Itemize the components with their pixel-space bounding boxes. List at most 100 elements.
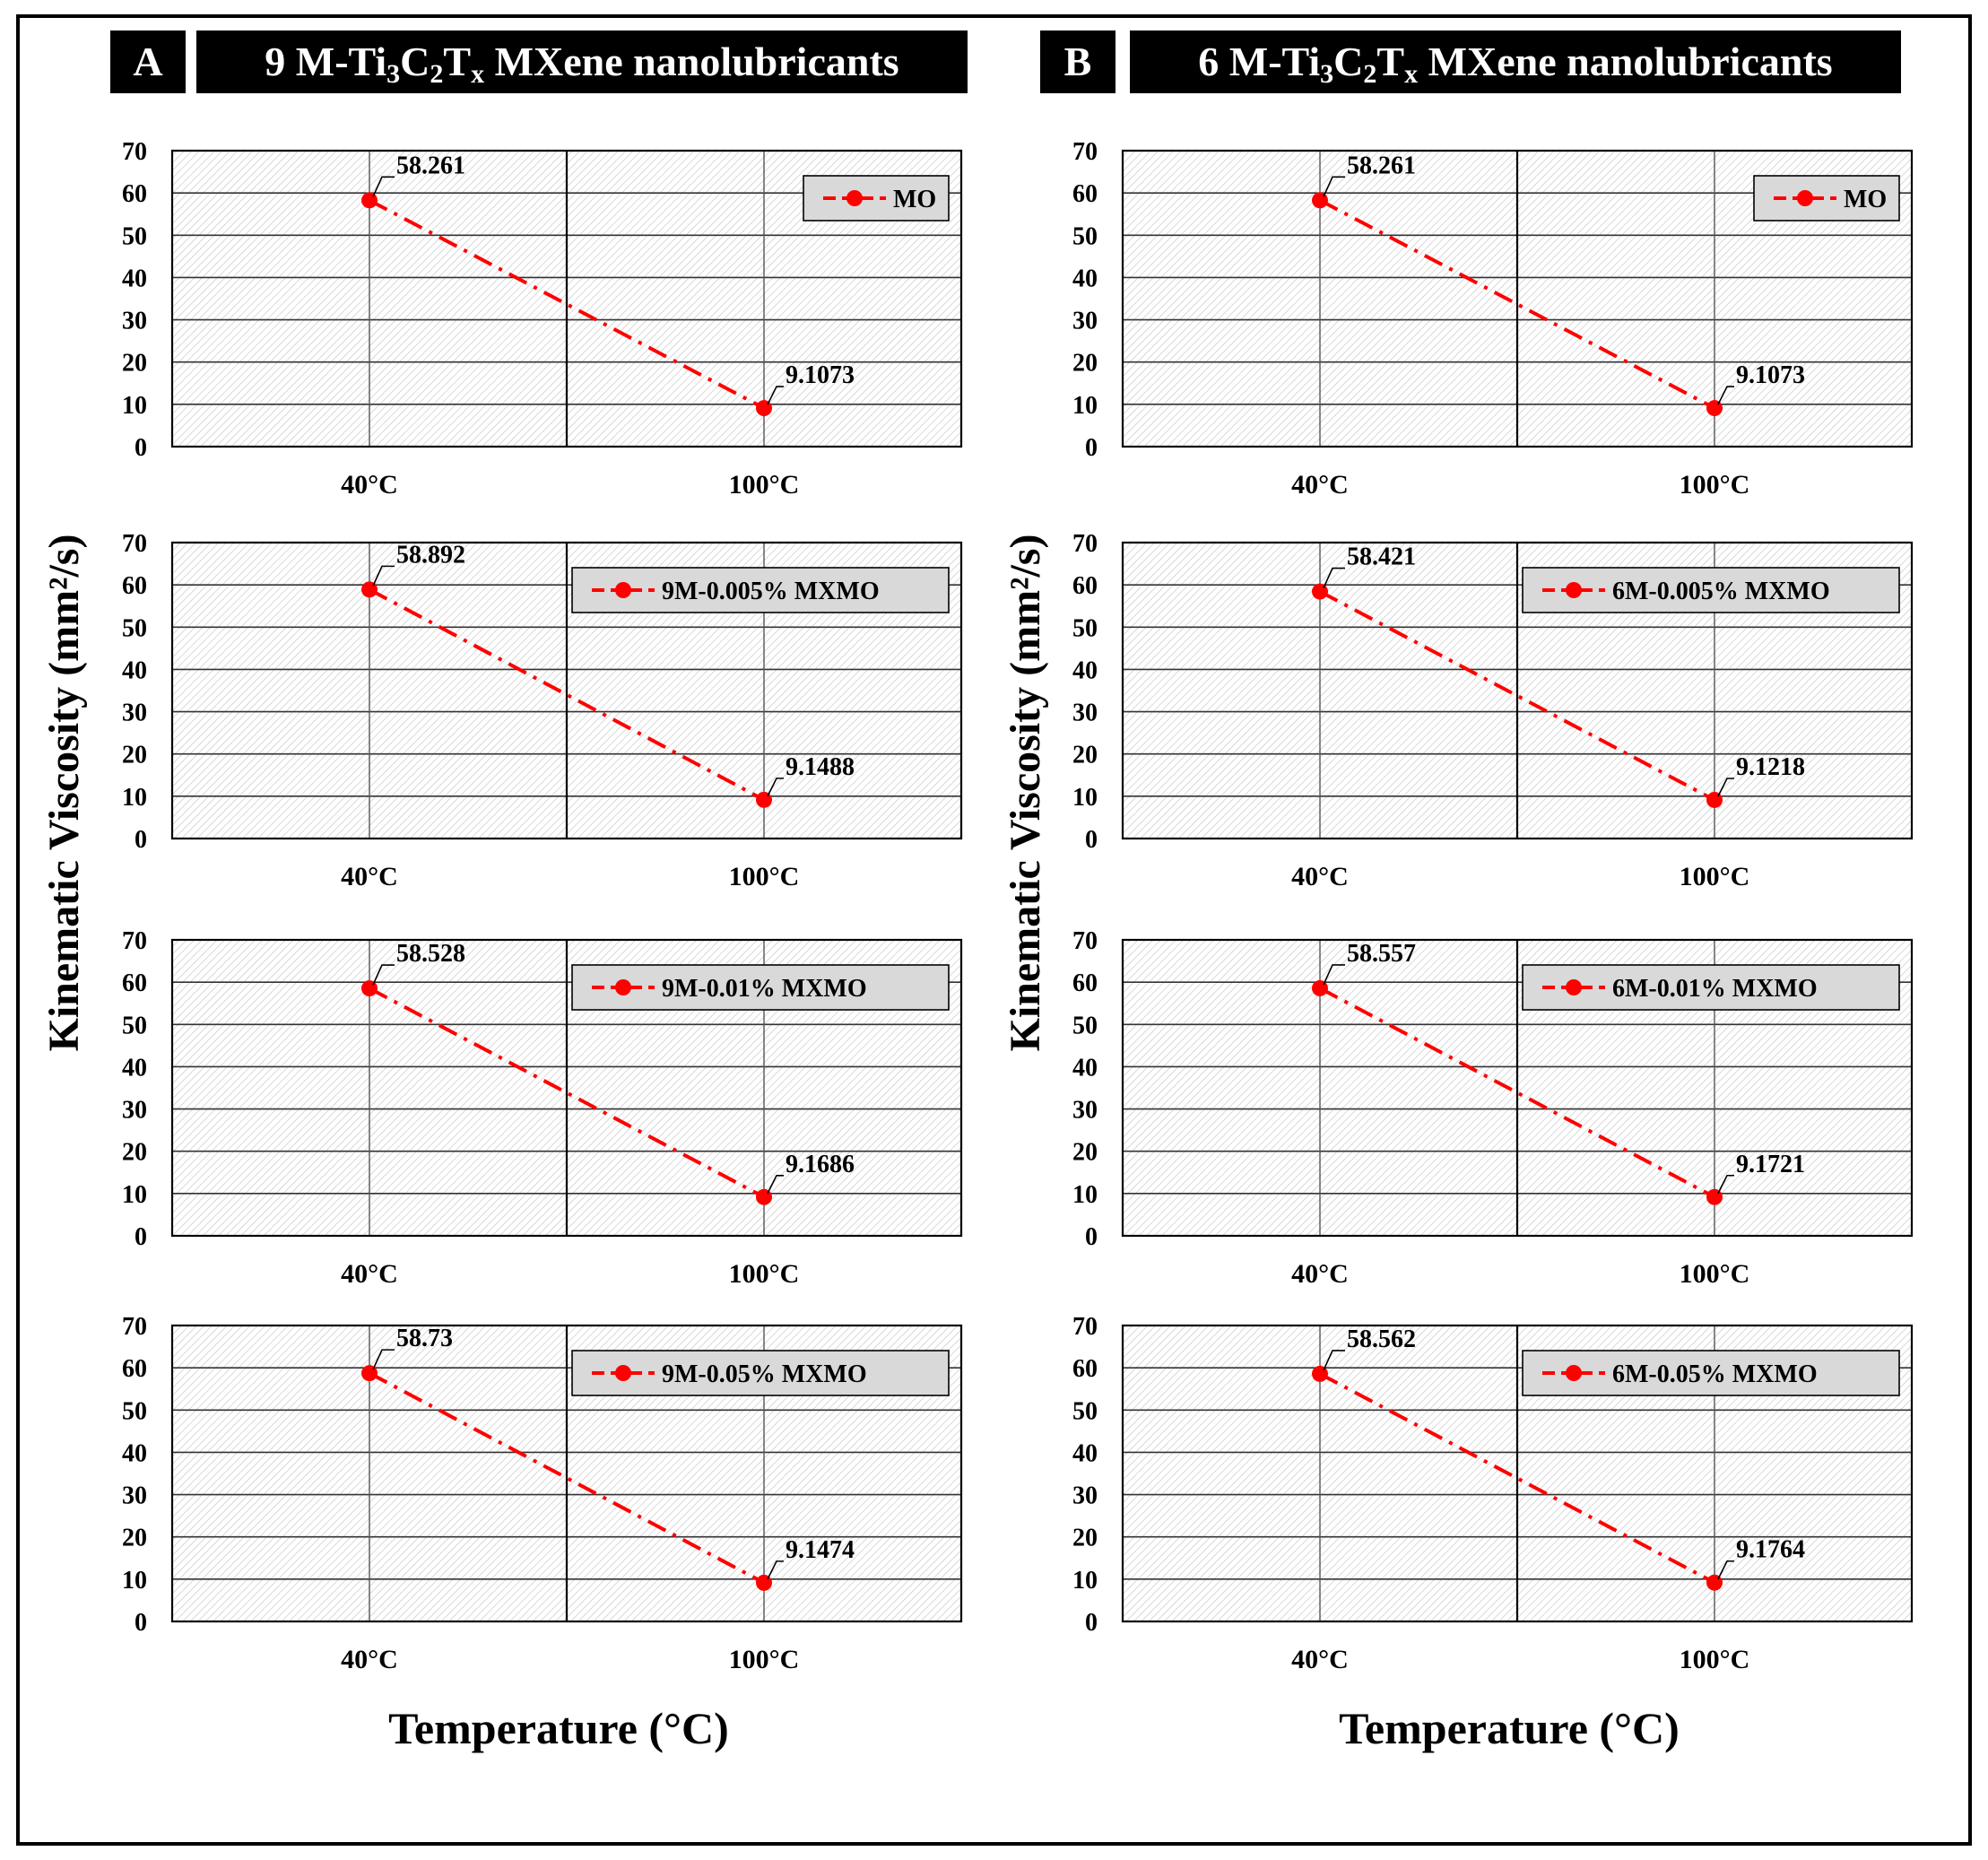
data-label-leader [372, 964, 395, 986]
data-label-leader [1323, 567, 1345, 588]
chart-a-1: 0 10 20 30 40 50 60 70 40°C 100°C 58.261 9.1073 MO [122, 138, 963, 500]
data-label: 58.73 [396, 1325, 453, 1352]
y-tick-label: 70 [1072, 530, 1098, 558]
y-tick-label: 30 [122, 308, 147, 335]
data-label: 9.1721 [1736, 1151, 1805, 1178]
data-label-leader [1323, 964, 1345, 986]
y-tick-label: 50 [1072, 222, 1098, 250]
data-point [1312, 192, 1328, 209]
data-point [1706, 1188, 1723, 1205]
y-tick-label: 10 [1072, 392, 1098, 420]
data-point [361, 980, 378, 997]
y-tick-label: 40 [1072, 1439, 1098, 1467]
panel-a-title: 9 M-Ti3C2Tx MXene nanolubricants [196, 30, 968, 93]
x-tick-label: 100°C [729, 1645, 800, 1674]
plot-border [1121, 149, 1914, 448]
panel-b-letter: B [1040, 30, 1116, 93]
plot-border [170, 541, 963, 840]
panel-b-title-mid1: C [1333, 39, 1364, 84]
data-label-leader [372, 1349, 395, 1370]
data-label: 58.562 [1347, 1325, 1416, 1353]
panel-b-title-prefix: 6 M-Ti [1198, 39, 1321, 84]
data-label-leader [1323, 1350, 1345, 1371]
data-label-leader [767, 778, 784, 797]
data-label-leader [372, 565, 395, 587]
data-label: 9.1686 [786, 1151, 855, 1178]
data-label-leader [1717, 778, 1734, 797]
chart-a-4: 0 10 20 30 40 50 60 70 40°C 100°C 58.73 9.1474 9M-0.… [122, 1313, 963, 1674]
plot-border [170, 938, 963, 1238]
series-line [1319, 198, 1715, 410]
y-tick-label: 30 [122, 700, 147, 727]
data-point [1312, 583, 1328, 600]
y-tick-label: 50 [1072, 1012, 1098, 1039]
data-label-leader [767, 1560, 784, 1580]
data-point [756, 791, 772, 808]
data-label: 58.557 [1347, 940, 1416, 968]
y-tick-label: 30 [1072, 1482, 1098, 1510]
chart-b-3: 0 10 20 30 40 50 60 70 40°C 100°C 58.557 9.1721 6M-0… [1072, 927, 1914, 1289]
data-point [1706, 791, 1723, 808]
y-tick-label: 40 [1072, 265, 1098, 292]
x-axis-label-a: Temperature (°C) [388, 1703, 729, 1753]
y-tick-label: 0 [135, 826, 147, 854]
y-tick-label: 60 [1072, 969, 1098, 997]
y-tick-label: 40 [1072, 1054, 1098, 1082]
legend-label: 6M-0.05% MXMO [1612, 1360, 1818, 1388]
data-label: 58.421 [1347, 543, 1416, 571]
y-tick-label: 40 [122, 656, 147, 684]
y-tick-label: 50 [122, 614, 147, 642]
legend-label: 9M-0.005% MXMO [662, 578, 880, 605]
x-tick-label: 40°C [1291, 470, 1349, 500]
x-tick-label: 40°C [341, 1259, 398, 1289]
legend-marker [846, 190, 863, 206]
y-tick-label: 0 [1085, 826, 1098, 854]
y-tick-label: 70 [122, 530, 147, 558]
chart-a-2: 0 10 20 30 40 50 60 70 40°C 100°C 58.892 9.1488 9M-0… [122, 530, 963, 891]
chart-b-4: 0 10 20 30 40 50 60 70 40°C 100°C 58.562 9.1764 6M-0… [1072, 1313, 1914, 1674]
y-tick-label: 70 [1072, 1313, 1098, 1341]
data-label-leader [1717, 1560, 1734, 1580]
y-tick-label: 40 [122, 1054, 147, 1082]
y-tick-label: 30 [1072, 700, 1098, 727]
y-tick-label: 20 [122, 742, 147, 769]
data-label-leader [767, 386, 784, 405]
series-line [369, 986, 765, 1199]
y-tick-label: 20 [122, 1525, 147, 1552]
series-line [369, 587, 765, 802]
chart-a-3: 0 10 20 30 40 50 60 70 40°C 100°C 58.528 9.1686 9M-0… [122, 927, 963, 1289]
data-point [361, 581, 378, 598]
legend-marker [615, 1365, 631, 1381]
data-label: 58.528 [396, 940, 465, 968]
y-tick-label: 20 [1072, 1525, 1098, 1552]
data-point [756, 1188, 772, 1205]
y-tick-label: 50 [122, 1397, 147, 1425]
legend-marker [1566, 1365, 1582, 1381]
legend-marker [615, 582, 631, 598]
x-tick-label: 40°C [1291, 862, 1349, 891]
y-tick-label: 60 [1072, 1355, 1098, 1383]
y-tick-label: 30 [122, 1097, 147, 1125]
y-tick-label: 10 [122, 784, 147, 812]
y-tick-label: 60 [122, 572, 147, 600]
y-tick-label: 70 [1072, 927, 1098, 955]
data-label-leader [1717, 386, 1734, 405]
x-tick-label: 40°C [341, 862, 398, 891]
legend-marker [1566, 979, 1582, 995]
chart-b-1: 0 10 20 30 40 50 60 70 40°C 100°C 58.261 9.1073 MO [1072, 138, 1914, 500]
x-tick-label: 100°C [729, 862, 800, 891]
x-tick-label: 100°C [1680, 1259, 1750, 1289]
x-tick-label: 40°C [341, 470, 398, 500]
y-tick-label: 20 [122, 1139, 147, 1167]
panel-a-title-suffix: MXene nanolubricants [484, 39, 899, 84]
data-point [1312, 979, 1328, 996]
data-label-leader [1717, 1174, 1734, 1195]
x-tick-label: 40°C [341, 1645, 398, 1674]
y-tick-label: 10 [122, 1567, 147, 1595]
y-tick-label: 10 [122, 1181, 147, 1209]
y-tick-label: 60 [1072, 572, 1098, 600]
plot-border [170, 1324, 963, 1623]
data-label: 9.1218 [1736, 753, 1805, 781]
panel-a-title-mid2: T [443, 39, 472, 84]
y-tick-label: 70 [1072, 138, 1098, 166]
